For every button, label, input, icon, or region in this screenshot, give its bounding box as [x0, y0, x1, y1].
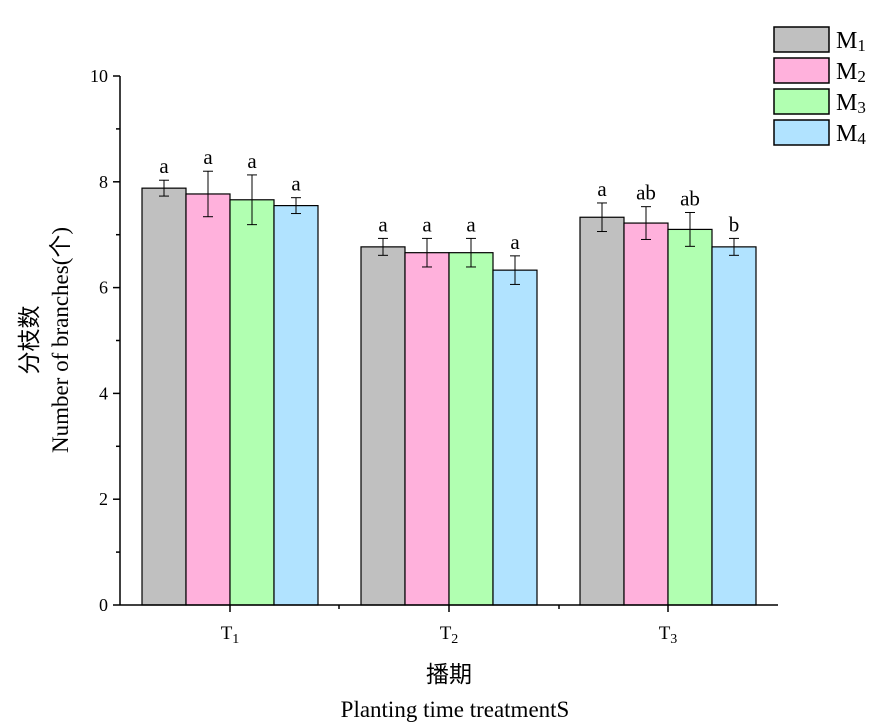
bar — [141, 187, 187, 606]
bars — [141, 187, 757, 606]
legend-label: M2 — [836, 59, 866, 86]
bar — [229, 199, 275, 606]
error-bars — [159, 170, 739, 285]
legend: M1 M2 M3 M4 — [773, 26, 866, 148]
bar — [667, 228, 713, 606]
significance-label: a — [247, 149, 257, 173]
legend-label: M3 — [836, 90, 866, 117]
legend-swatch — [773, 88, 830, 115]
axes: 0 2 4 6 8 10 T1 T2 T3 — [90, 66, 778, 647]
y-tick-label: 2 — [99, 489, 108, 509]
y-tick-label: 0 — [99, 595, 108, 615]
bar — [623, 222, 669, 606]
y-tick-label: 10 — [90, 66, 108, 86]
bar — [492, 269, 538, 606]
significance-label: a — [466, 212, 476, 236]
legend-label: M1 — [836, 28, 866, 55]
y-tick-label: 6 — [99, 278, 108, 298]
x-tick-label: T1 — [221, 623, 240, 647]
y-axis-title-cn: 分枝数 — [17, 306, 42, 375]
y-axis-title-en: Number of branches(个) — [48, 227, 73, 453]
legend-swatch — [773, 119, 830, 146]
significance-label: a — [510, 230, 520, 254]
bar — [185, 193, 231, 606]
x-tick-label: T3 — [659, 623, 678, 647]
bar — [404, 252, 450, 606]
bar — [711, 246, 757, 606]
x-axis-title-en: Planting time treatmentS — [341, 697, 570, 722]
significance-label: a — [203, 145, 213, 169]
significance-label: a — [597, 177, 607, 201]
x-tick-label: T2 — [440, 623, 459, 647]
significance-label: ab — [636, 181, 656, 205]
y-tick-label: 4 — [99, 383, 108, 403]
legend-swatch — [773, 26, 830, 53]
significance-label: a — [291, 172, 301, 196]
significance-label: a — [378, 212, 388, 236]
bar — [579, 216, 625, 606]
bar — [360, 246, 406, 606]
x-axis-title-cn: 播期 — [426, 662, 472, 687]
y-tick-label: 8 — [99, 172, 108, 192]
legend-swatch — [773, 57, 830, 84]
legend-label: M4 — [836, 121, 866, 148]
bar — [448, 252, 494, 606]
significance-label: a — [159, 154, 169, 178]
significance-label: b — [729, 212, 740, 236]
significance-label: a — [422, 212, 432, 236]
bar — [273, 205, 319, 606]
significance-label: ab — [680, 186, 700, 210]
